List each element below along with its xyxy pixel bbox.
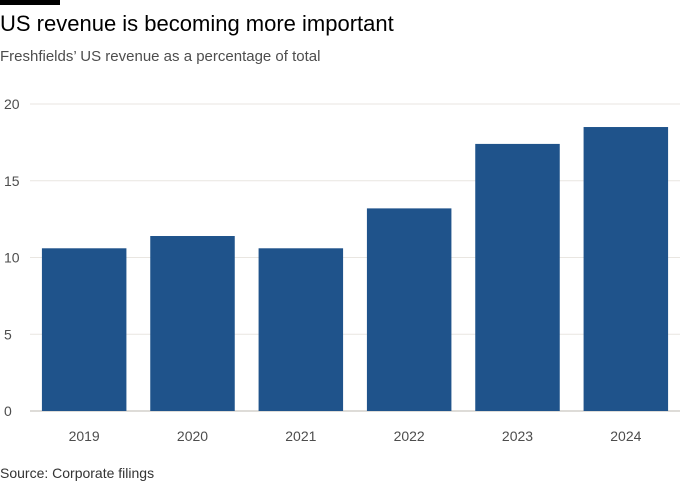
y-tick-label: 5 (4, 326, 12, 342)
y-tick-label: 10 (4, 250, 20, 266)
x-tick-label: 2023 (502, 428, 533, 444)
chart-subtitle: Freshfields’ US revenue as a percentage … (0, 48, 321, 65)
brand-bar (0, 0, 60, 5)
y-tick-label: 0 (4, 403, 12, 419)
bar-2021 (258, 248, 344, 411)
bar-2024 (583, 127, 669, 412)
x-tick-label: 2020 (177, 428, 208, 444)
bar-2023 (475, 143, 560, 411)
y-tick-label: 20 (4, 96, 20, 112)
bar-chart: 0 5 10 15 20 2019 2020 2021 2022 2023 2024 (4, 96, 680, 444)
x-tick-label: 2019 (69, 428, 100, 444)
bar-2020 (150, 236, 235, 411)
x-axis-ticks: 2019 2020 2021 2022 2023 2024 (69, 428, 642, 444)
gridlines (30, 103, 680, 412)
source-note: Source: Corporate filings (0, 465, 155, 481)
x-tick-label: 2022 (394, 428, 425, 444)
y-axis-ticks: 0 5 10 15 20 (4, 96, 20, 419)
y-tick-label: 15 (4, 173, 20, 189)
bar-2019 (41, 248, 127, 411)
x-tick-label: 2024 (610, 428, 641, 444)
x-tick-label: 2021 (285, 428, 316, 444)
bar-2022 (366, 208, 452, 411)
bars (41, 127, 669, 412)
chart-title: US revenue is becoming more important (0, 11, 394, 36)
